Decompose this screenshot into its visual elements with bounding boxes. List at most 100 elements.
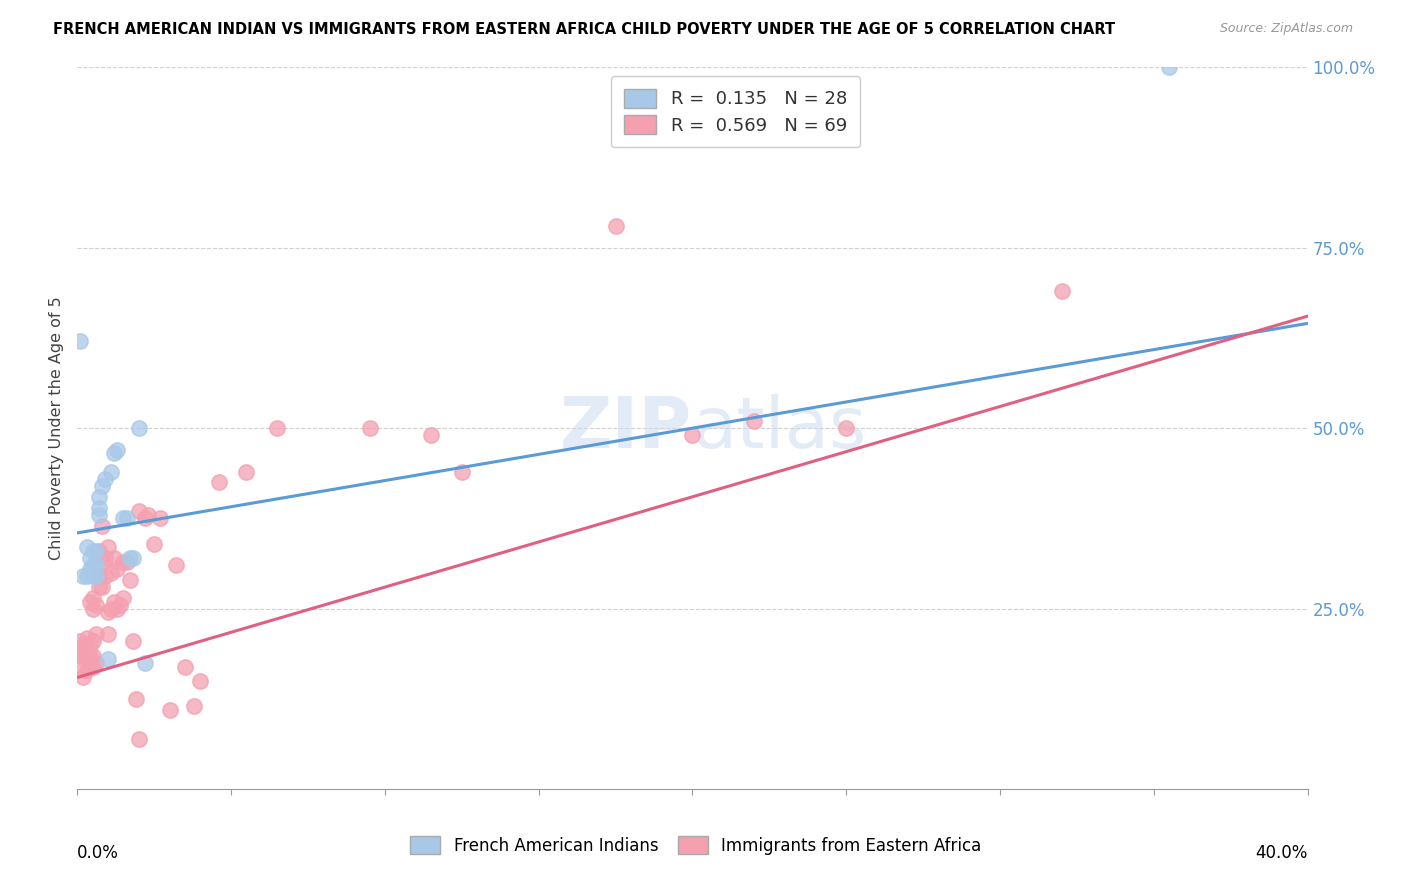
Point	[79, 656, 101, 670]
Point	[82, 634, 104, 648]
Point	[87, 508, 110, 522]
Point	[87, 490, 110, 504]
Text: 0.0%: 0.0%	[77, 844, 120, 862]
Point	[159, 703, 181, 717]
Point	[188, 674, 212, 689]
Point	[112, 555, 135, 569]
Point	[115, 511, 138, 525]
Point	[183, 699, 205, 714]
Point	[84, 656, 107, 670]
Point	[359, 421, 381, 435]
Point	[143, 537, 166, 551]
Text: ZIP: ZIP	[560, 393, 693, 463]
Point	[105, 602, 128, 616]
Point	[112, 511, 135, 525]
Legend: French American Indians, Immigrants from Eastern Africa: French American Indians, Immigrants from…	[404, 830, 988, 862]
Point	[103, 594, 125, 608]
Point	[76, 541, 98, 555]
Point	[97, 652, 120, 666]
Point	[105, 442, 128, 457]
Point	[103, 446, 125, 460]
Point	[128, 421, 150, 435]
Text: atlas: atlas	[693, 393, 868, 463]
Point	[605, 219, 627, 233]
Point	[90, 580, 114, 594]
Point	[1050, 284, 1073, 298]
Point	[134, 656, 156, 670]
Point	[136, 508, 159, 522]
Point	[76, 663, 98, 677]
Point	[69, 334, 91, 349]
Point	[84, 558, 107, 573]
Point	[72, 648, 94, 663]
Point	[82, 544, 104, 558]
Point	[128, 731, 150, 746]
Point	[76, 652, 98, 666]
Point	[112, 591, 135, 605]
Point	[97, 627, 120, 641]
Point	[72, 569, 94, 583]
Text: Source: ZipAtlas.com: Source: ZipAtlas.com	[1219, 22, 1353, 36]
Point	[82, 569, 104, 583]
Point	[79, 562, 101, 576]
Point	[76, 631, 98, 645]
Point	[82, 558, 104, 573]
Point	[69, 648, 91, 663]
Text: FRENCH AMERICAN INDIAN VS IMMIGRANTS FROM EASTERN AFRICA CHILD POVERTY UNDER THE: FRENCH AMERICAN INDIAN VS IMMIGRANTS FRO…	[53, 22, 1115, 37]
Point	[90, 518, 114, 533]
Point	[742, 414, 765, 428]
Point	[115, 555, 138, 569]
Point	[128, 504, 150, 518]
Point	[82, 591, 104, 605]
Point	[84, 627, 107, 641]
Point	[84, 598, 107, 612]
Y-axis label: Child Poverty Under the Age of 5: Child Poverty Under the Age of 5	[49, 296, 65, 560]
Point	[835, 421, 858, 435]
Point	[72, 663, 94, 677]
Point	[121, 551, 143, 566]
Point	[82, 648, 104, 663]
Point	[97, 606, 120, 620]
Point	[450, 465, 472, 479]
Point	[87, 580, 110, 594]
Point	[110, 598, 132, 612]
Point	[79, 594, 101, 608]
Point	[76, 641, 98, 656]
Point	[79, 638, 101, 652]
Point	[79, 648, 101, 663]
Point	[103, 551, 125, 566]
Point	[72, 638, 94, 652]
Point	[105, 562, 128, 576]
Point	[87, 544, 110, 558]
Point	[90, 555, 114, 569]
Point	[87, 569, 110, 583]
Point	[149, 511, 172, 525]
Point	[82, 659, 104, 673]
Point	[165, 558, 187, 573]
Point	[69, 641, 91, 656]
Point	[420, 428, 443, 442]
Point	[266, 421, 288, 435]
Point	[76, 569, 98, 583]
Point	[100, 602, 122, 616]
Point	[90, 479, 114, 493]
Point	[82, 602, 104, 616]
Point	[100, 465, 122, 479]
Point	[69, 634, 91, 648]
Legend: R =  0.135   N = 28, R =  0.569   N = 69: R = 0.135 N = 28, R = 0.569 N = 69	[612, 76, 859, 147]
Point	[87, 500, 110, 515]
Point	[97, 541, 120, 555]
Point	[84, 544, 107, 558]
Point	[235, 465, 257, 479]
Point	[118, 551, 141, 566]
Point	[84, 569, 107, 583]
Point	[134, 511, 156, 525]
Text: 40.0%: 40.0%	[1256, 844, 1308, 862]
Point	[121, 634, 143, 648]
Point	[79, 551, 101, 566]
Point	[94, 569, 117, 583]
Point	[174, 659, 197, 673]
Point	[208, 475, 231, 490]
Point	[94, 472, 117, 486]
Point	[72, 670, 94, 684]
